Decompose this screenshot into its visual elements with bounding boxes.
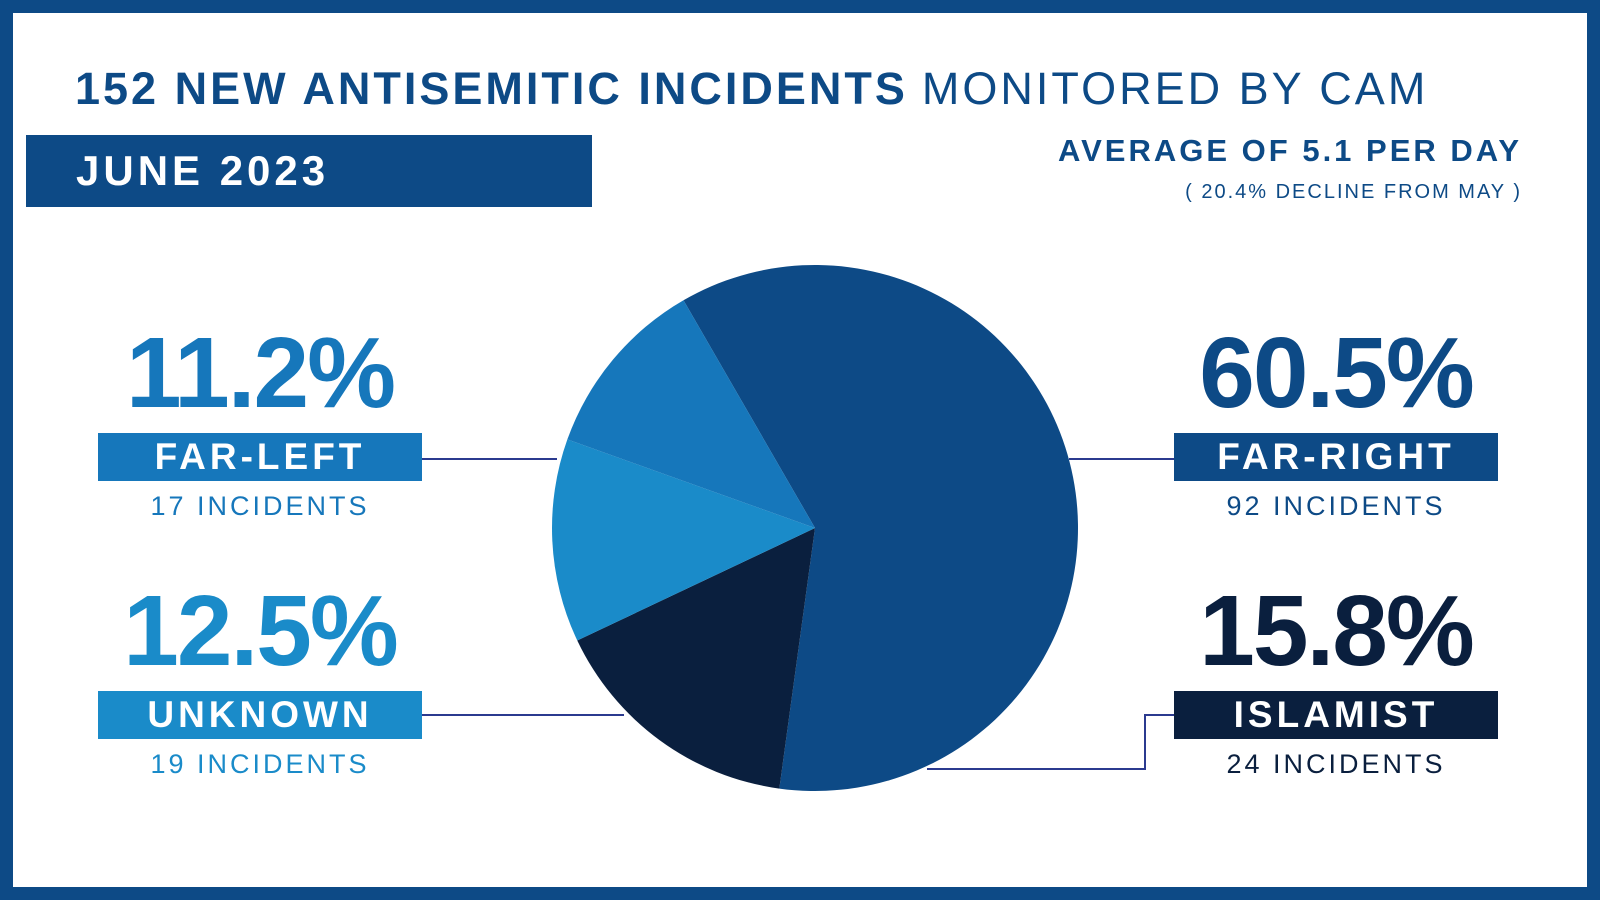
pie-slice-far-right xyxy=(683,265,1079,792)
far-left-tag: FAR-LEFT xyxy=(98,433,422,481)
connector-lines xyxy=(422,458,1174,770)
title-bold-part: 152 NEW ANTISEMITIC INCIDENTS xyxy=(75,63,908,114)
period-label: JUNE 2023 xyxy=(76,147,330,194)
islamist-percent: 15.8% xyxy=(1199,575,1475,687)
stat-unknown: 12.5% UNKNOWN 19 INCIDENTS xyxy=(98,581,422,780)
period-banner: JUNE 2023 xyxy=(26,135,592,207)
unknown-percent: 12.5% xyxy=(123,575,399,687)
far-left-count: 17 INCIDENTS xyxy=(150,491,370,521)
monthly-change: ( 20.4% DECLINE FROM MAY ) xyxy=(1185,181,1522,203)
far-right-tag: FAR-RIGHT xyxy=(1174,433,1498,481)
stat-far-right: 60.5% FAR-RIGHT 92 INCIDENTS xyxy=(1174,323,1498,522)
stat-islamist: 15.8% ISLAMIST 24 INCIDENTS xyxy=(1174,581,1498,780)
far-left-percent: 11.2% xyxy=(125,317,396,429)
stat-far-left: 11.2% FAR-LEFT 17 INCIDENTS xyxy=(98,323,422,522)
far-right-percent: 60.5% xyxy=(1199,317,1475,429)
daily-average: AVERAGE OF 5.1 PER DAY xyxy=(1058,133,1522,168)
pie-slice-far-left xyxy=(567,300,815,528)
pie-slices xyxy=(552,265,1079,792)
unknown-tag: UNKNOWN xyxy=(98,691,422,739)
islamist-tag: ISLAMIST xyxy=(1174,691,1498,739)
far-right-count: 92 INCIDENTS xyxy=(1226,491,1446,521)
pie-slice-islamist xyxy=(577,528,815,789)
connector-islamist xyxy=(927,714,1174,770)
page-title: 152 NEW ANTISEMITIC INCIDENTS MONITORED B… xyxy=(75,63,1428,115)
title-light-part: MONITORED BY CAM xyxy=(921,63,1429,114)
unknown-count: 19 INCIDENTS xyxy=(150,749,370,779)
pie-slice-unknown xyxy=(552,439,815,641)
islamist-count: 24 INCIDENTS xyxy=(1226,749,1446,779)
